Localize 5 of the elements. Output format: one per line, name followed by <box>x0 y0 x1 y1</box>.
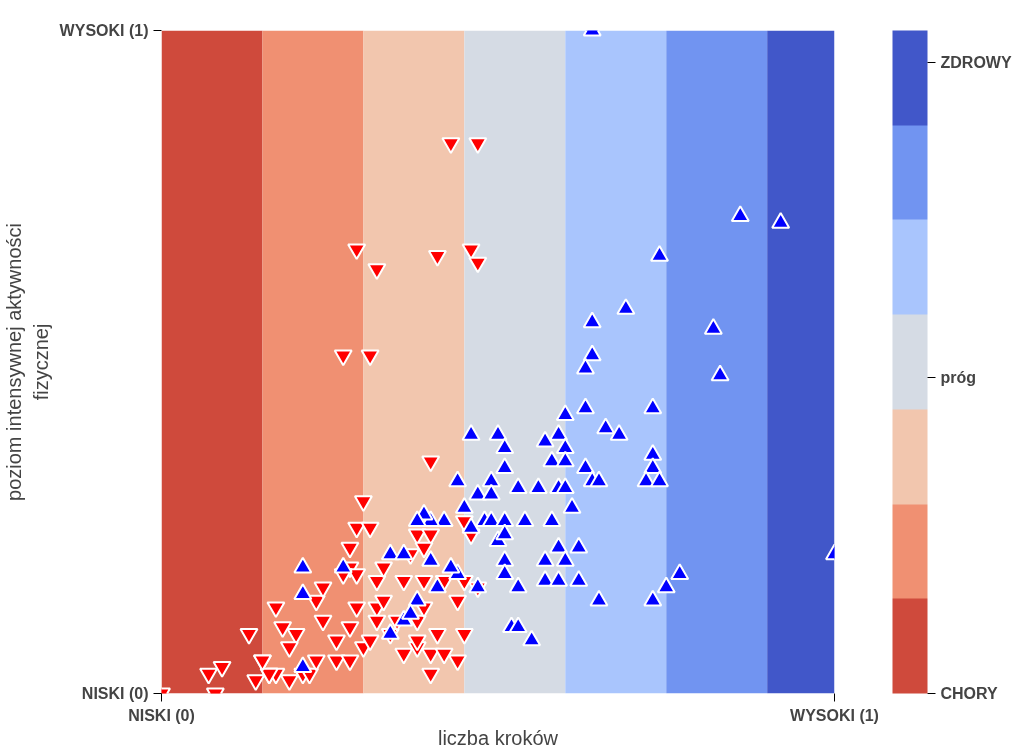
color-bar-label: ZDROWY <box>940 53 1012 71</box>
x-axis-title: liczba kroków <box>437 726 559 749</box>
color-bar-label: próg <box>940 369 977 387</box>
color-bar-label: CHORY <box>940 685 999 702</box>
y-axis-title: poziom intensywnej aktywności fizycznej <box>3 223 52 501</box>
